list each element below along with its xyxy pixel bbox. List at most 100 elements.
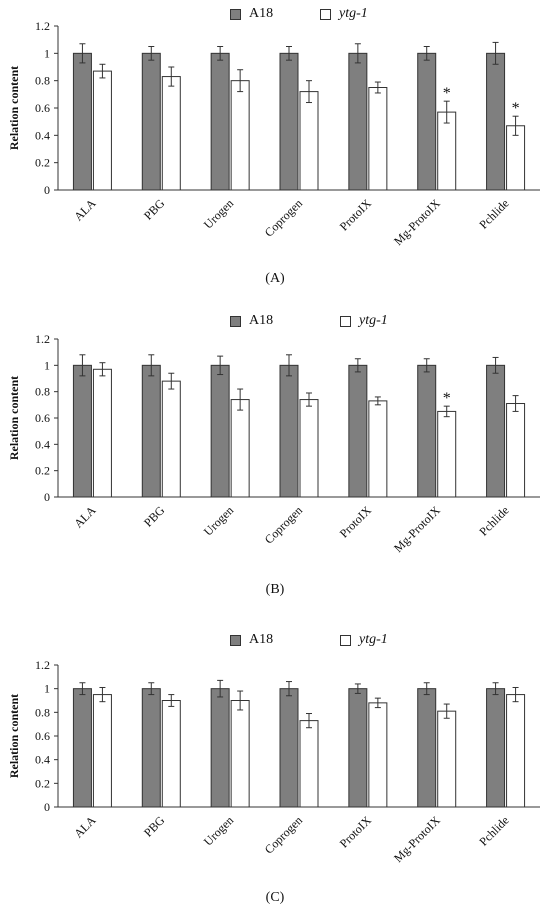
x-tick-label: ALA <box>71 196 99 224</box>
legend-c: A18 ytg-1 <box>0 632 550 652</box>
bar-ytg1 <box>92 368 112 498</box>
x-tick-label: Urogen <box>201 503 236 538</box>
bar-a18 <box>417 688 437 808</box>
bar-a18 <box>141 52 161 191</box>
legend-label-a18: A18 <box>249 6 274 21</box>
bar-chart-b: 0 0.2 0.4 0.6 0.8 1 1.2 Relation content ALA PBG U… <box>7 332 540 555</box>
bar-ytg1 <box>299 720 319 808</box>
chart-panel-c: 0 0.2 0.4 0.6 0.8 1 1.2 Relation content ALA PBG U… <box>0 625 550 915</box>
y-tick-label: 0.2 <box>35 776 50 790</box>
bar-ytg1 <box>230 700 250 808</box>
bar-a18 <box>348 52 368 191</box>
x-tick-label: ALA <box>71 813 99 841</box>
bar-ytg1 <box>161 380 181 498</box>
legend-label-ytg1: ytg-1 <box>359 313 388 328</box>
y-tick-label: 0.8 <box>35 74 50 88</box>
y-tick-label: 0.4 <box>35 437 50 451</box>
x-tick-label: Urogen <box>201 196 236 231</box>
legend-label-a18: A18 <box>249 632 274 647</box>
legend-swatch-ytg1 <box>320 8 331 20</box>
y-tick-label: 0.8 <box>35 385 50 399</box>
significance-mark: * <box>443 85 451 102</box>
bar-a18 <box>279 52 299 191</box>
y-tick-label: 0.4 <box>35 128 50 142</box>
y-tick-label: 0 <box>44 800 50 814</box>
x-tick-label: ALA <box>71 503 99 531</box>
legend-label-ytg1: ytg-1 <box>359 632 388 647</box>
bar-ytg1 <box>506 403 526 498</box>
bar-a18 <box>210 364 230 498</box>
significance-mark: * <box>512 100 520 117</box>
y-tick-label: 0.2 <box>35 156 50 170</box>
legend-swatch-a18 <box>230 315 241 327</box>
bar-a18 <box>279 688 299 808</box>
y-axis-label: Relation content <box>7 376 21 460</box>
x-tick-label: Pchlide <box>476 503 511 538</box>
bar-a18 <box>210 52 230 191</box>
legend-item-a18: A18 <box>230 6 273 22</box>
bar-a18 <box>210 688 230 808</box>
legend-label-a18: A18 <box>249 313 274 328</box>
y-tick-label: 0.6 <box>35 411 50 425</box>
x-tick-label: ProtoIX <box>337 813 374 850</box>
bar-ytg1 <box>230 399 250 498</box>
y-axis-label: Relation content <box>7 66 21 150</box>
x-tick-label: Mg-ProtoIX <box>391 813 443 865</box>
x-tick-label: ProtoIX <box>337 503 374 540</box>
y-tick-label: 0 <box>44 490 50 504</box>
x-tick-label: Coprogen <box>262 196 305 239</box>
bar-ytg1 <box>230 80 250 191</box>
chart-panel-a: 0 0.2 0.4 0.6 0.8 1 1.2 Relation content ALA PBG U… <box>0 0 550 300</box>
y-tick-label: 0.4 <box>35 753 50 767</box>
bar-ytg1 <box>161 700 181 808</box>
legend-b: A18 ytg-1 <box>0 313 550 333</box>
x-tick-label: Pchlide <box>476 813 511 848</box>
x-tick-label: PBG <box>141 503 168 530</box>
bar-a18 <box>72 52 92 191</box>
legend-label-ytg1: ytg-1 <box>339 6 368 21</box>
x-tick-label: Coprogen <box>262 813 305 856</box>
x-tick-label: Coprogen <box>262 503 305 546</box>
x-tick-label: Urogen <box>201 813 236 848</box>
y-axis-label: Relation content <box>7 694 21 778</box>
legend-swatch-ytg1 <box>340 634 351 646</box>
bar-ytg1 <box>92 70 112 191</box>
bar-ytg1 <box>92 694 112 808</box>
bar-chart-a: 0 0.2 0.4 0.6 0.8 1 1.2 Relation content ALA PBG U… <box>7 19 540 248</box>
bar-a18 <box>141 688 161 808</box>
bar-a18 <box>279 364 299 498</box>
bar-a18 <box>417 364 437 498</box>
x-tick-label: Pchlide <box>476 196 511 231</box>
bar-a18 <box>486 688 506 808</box>
bar-a18 <box>486 52 506 191</box>
bar-ytg1 <box>299 399 319 498</box>
bar-ytg1 <box>437 410 457 498</box>
y-tick-label: 0 <box>44 183 50 197</box>
bar-a18 <box>486 364 506 498</box>
bar-a18 <box>72 688 92 808</box>
bar-a18 <box>348 364 368 498</box>
legend-swatch-a18 <box>230 8 241 20</box>
panel-label-c: (C) <box>265 890 285 905</box>
bar-ytg1 <box>368 702 388 808</box>
bar-chart-c: 0 0.2 0.4 0.6 0.8 1 1.2 Relation content ALA PBG U… <box>7 658 540 865</box>
legend-item-a18: A18 <box>230 313 273 329</box>
x-tick-label: PBG <box>141 196 168 223</box>
legend-item-ytg1: ytg-1 <box>320 6 368 22</box>
x-tick-label: ProtoIX <box>337 196 374 233</box>
significance-mark: * <box>443 390 451 407</box>
bar-ytg1 <box>161 76 181 191</box>
y-tick-label: 1 <box>44 46 50 60</box>
bar-ytg1 <box>437 710 457 808</box>
y-tick-label: 1.2 <box>35 332 50 346</box>
y-tick-label: 0.2 <box>35 464 50 478</box>
legend-item-ytg1: ytg-1 <box>340 313 388 329</box>
x-tick-label: Mg-ProtoIX <box>391 503 443 555</box>
legend-swatch-ytg1 <box>340 315 351 327</box>
bar-a18 <box>141 364 161 498</box>
y-tick-label: 1.2 <box>35 658 50 672</box>
bar-ytg1 <box>368 400 388 498</box>
legend-a: A18 ytg-1 <box>0 6 550 26</box>
bar-a18 <box>348 688 368 808</box>
bar-ytg1 <box>506 694 526 808</box>
